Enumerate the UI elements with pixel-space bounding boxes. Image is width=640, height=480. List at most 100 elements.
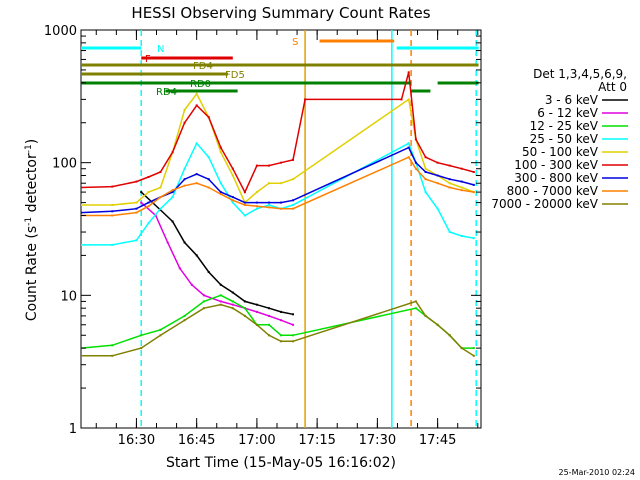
series-point — [140, 334, 143, 337]
series-point — [436, 161, 439, 164]
series-point — [183, 167, 186, 170]
series-point — [207, 186, 210, 189]
series-point — [231, 291, 234, 294]
series-point — [460, 347, 463, 350]
series-point — [219, 191, 222, 194]
series-point — [135, 180, 138, 183]
flag-label-fd5: FD5 — [225, 70, 245, 81]
series-point — [140, 191, 143, 194]
series-point — [414, 138, 417, 141]
series-point — [190, 283, 193, 286]
x-tick-label: 16:45 — [178, 433, 215, 448]
series-point — [472, 191, 475, 194]
series-point — [111, 243, 114, 246]
y-tick-label: 100 — [52, 157, 77, 172]
series-point — [135, 201, 138, 204]
series-point — [472, 183, 475, 186]
series-point — [243, 201, 246, 204]
series-point — [280, 207, 282, 210]
legend-label: 25 - 50 keV — [530, 132, 599, 146]
series-point — [243, 191, 246, 194]
series-point — [268, 164, 270, 167]
series-point — [159, 171, 162, 173]
series-point — [183, 121, 186, 124]
legend-label: 300 - 800 keV — [514, 171, 598, 185]
series-point — [292, 199, 294, 202]
series-point — [135, 207, 138, 210]
flag-label-rd0: RD0 — [190, 79, 211, 90]
series-point — [183, 319, 186, 322]
series-point — [407, 156, 410, 159]
series-point — [424, 314, 427, 317]
series-point — [292, 178, 294, 181]
series-point — [268, 323, 270, 326]
series-point — [280, 340, 282, 343]
chart-title: HESSI Observing Summary Count Rates — [131, 4, 430, 22]
series-point — [268, 206, 270, 209]
series-point — [292, 313, 294, 316]
series-point — [219, 146, 222, 149]
series-point — [207, 178, 210, 181]
series-point — [292, 207, 294, 210]
legend-label: 3 - 6 keV — [545, 93, 599, 107]
series-point — [159, 186, 162, 189]
series-point — [135, 239, 138, 242]
series-point — [243, 314, 246, 317]
flag-label-fd4: FD4 — [193, 61, 213, 72]
series-point — [448, 334, 451, 337]
series-point — [407, 142, 410, 145]
series-point — [111, 210, 114, 213]
series-point — [195, 92, 198, 95]
flag-label-rd4: RD4 — [156, 87, 177, 98]
series-point — [448, 182, 451, 185]
series-point — [255, 164, 258, 167]
series-point — [207, 116, 210, 119]
series-point — [292, 340, 294, 343]
series-point — [255, 201, 258, 204]
series-point — [159, 196, 162, 199]
series-point — [81, 211, 82, 214]
series-point — [448, 164, 451, 167]
legend-label: 6 - 12 keV — [537, 106, 599, 120]
legend-label: 100 - 300 keV — [514, 158, 598, 172]
series-point — [472, 171, 475, 173]
series-point — [207, 156, 210, 159]
series-point — [424, 191, 427, 194]
series-point — [81, 243, 82, 246]
series-point — [202, 307, 205, 310]
series-point — [231, 201, 234, 204]
series-point — [460, 186, 463, 189]
series-point — [292, 323, 294, 326]
flag-label-n: N — [157, 44, 164, 55]
series-point — [231, 303, 234, 306]
series-point — [147, 176, 150, 178]
series-point — [195, 173, 198, 176]
series-point — [135, 211, 138, 214]
series-point — [255, 207, 258, 210]
series-point — [448, 231, 451, 233]
series-point — [407, 98, 410, 101]
series-point — [268, 314, 270, 317]
series-point — [159, 334, 162, 337]
series-point — [268, 201, 270, 204]
plot-area — [80, 29, 482, 429]
y-axis-label: Count Rate (s-1 detector-1) — [24, 139, 40, 321]
series-point — [243, 300, 246, 303]
series-point — [400, 98, 403, 101]
series-point — [436, 207, 439, 210]
series-point — [255, 323, 258, 326]
series-point — [183, 314, 186, 317]
series-point — [424, 156, 427, 159]
series-point — [414, 300, 417, 303]
series-point — [147, 222, 150, 225]
series-point — [219, 303, 222, 306]
x-tick-label: 17:30 — [359, 433, 396, 448]
series-point — [219, 193, 222, 196]
series-point — [202, 294, 205, 297]
series-point — [171, 151, 174, 154]
series-point — [219, 283, 222, 286]
series-point — [414, 307, 417, 310]
legend-label: 12 - 25 keV — [530, 119, 599, 133]
series-point — [183, 178, 186, 181]
